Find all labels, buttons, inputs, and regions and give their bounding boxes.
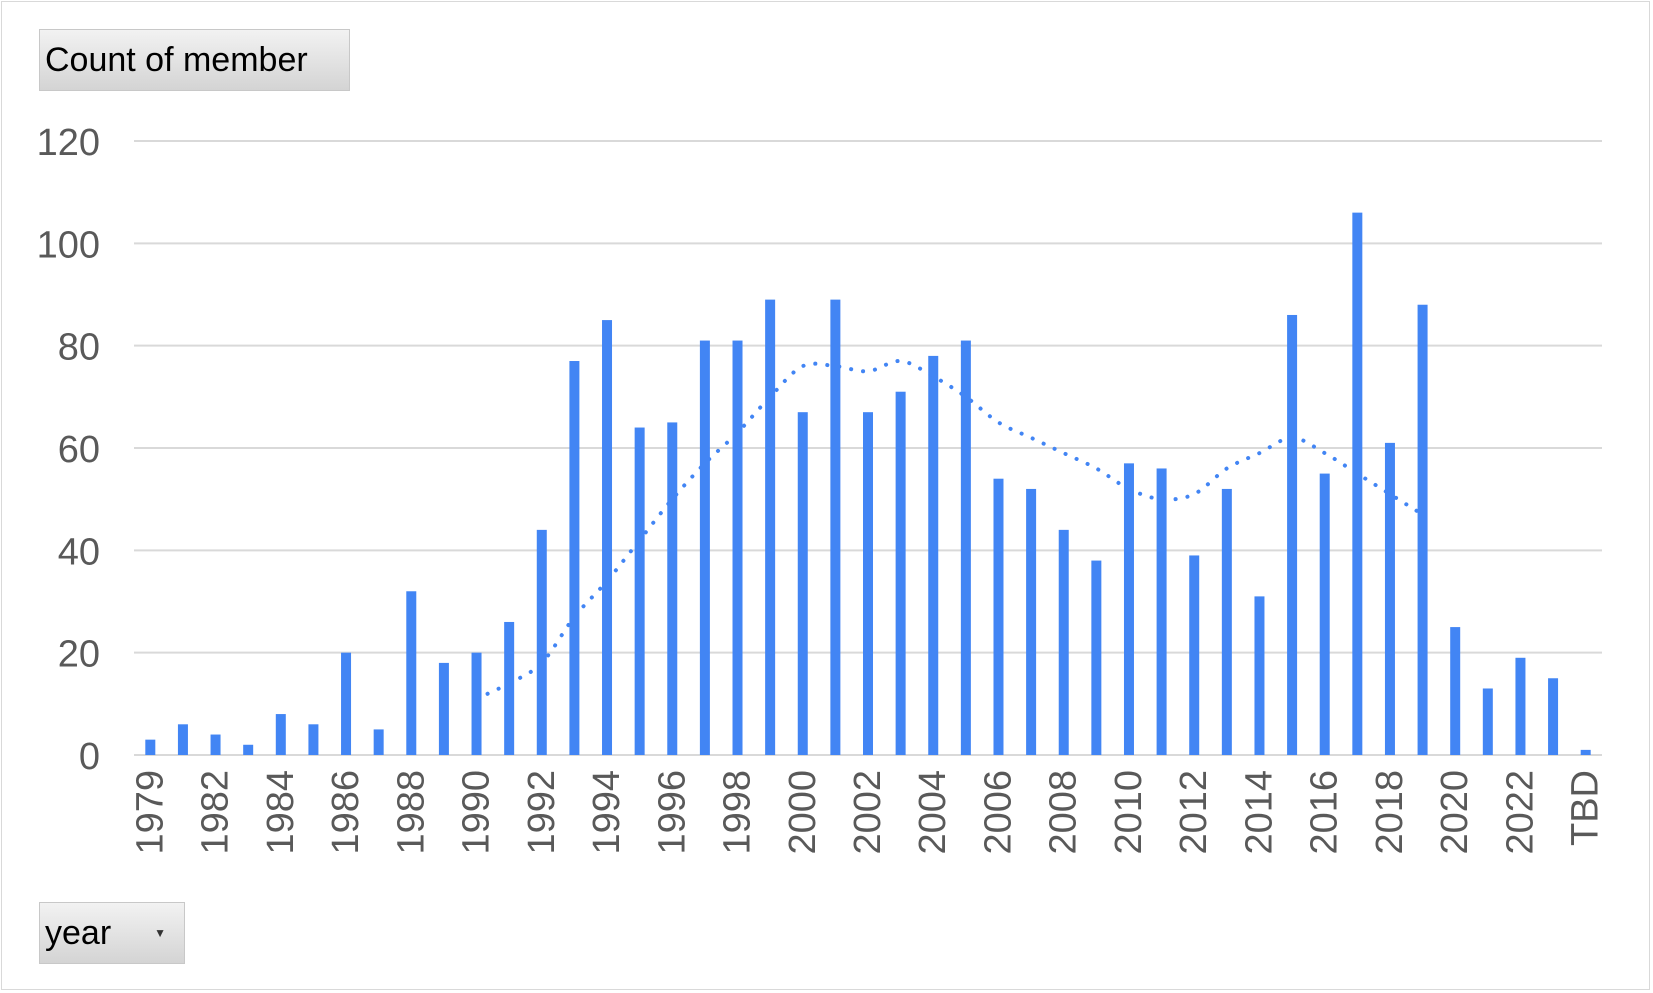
bar-2010[interactable] — [1123, 463, 1134, 755]
bar-2020[interactable] — [1450, 627, 1461, 755]
bar-1993[interactable] — [569, 361, 580, 755]
bar-2022[interactable] — [1515, 657, 1526, 755]
bar-1984[interactable] — [275, 714, 286, 755]
dropdown-arrow-icon[interactable]: ▼ — [154, 926, 166, 940]
bar-1988[interactable] — [406, 591, 417, 755]
x-tick-label: 2008 — [1043, 770, 1085, 855]
bar-2015[interactable] — [1287, 314, 1298, 755]
x-tick-label: 1996 — [651, 770, 693, 855]
bar-2002[interactable] — [863, 412, 873, 755]
y-tick-label: 60 — [58, 429, 100, 471]
x-tick-label: 1984 — [260, 770, 302, 855]
bar-1995[interactable] — [634, 427, 645, 755]
bar-1994[interactable] — [602, 320, 613, 755]
x-tick-label: 2000 — [782, 770, 824, 855]
y-tick-label: 40 — [58, 531, 100, 573]
x-tick-label: 1992 — [521, 770, 563, 855]
x-tick-label: 2014 — [1238, 770, 1280, 855]
bar-1986[interactable] — [341, 652, 352, 755]
trendline — [474, 359, 1425, 701]
bar-2004[interactable] — [928, 355, 939, 755]
value-field-label: Count of member — [45, 40, 308, 79]
bar-2001[interactable] — [830, 299, 841, 755]
bar-2007[interactable] — [1026, 488, 1037, 755]
bar-2023[interactable] — [1548, 678, 1559, 755]
bar-TBD[interactable] — [1580, 749, 1591, 755]
y-tick-label: 80 — [58, 327, 100, 369]
x-tick-label: 2010 — [1108, 770, 1150, 855]
bar-2016[interactable] — [1319, 473, 1330, 755]
x-tick-label: 2012 — [1173, 770, 1215, 855]
bar-1989[interactable] — [438, 662, 449, 755]
bar-2021[interactable] — [1482, 688, 1493, 755]
x-tick-label: 2006 — [977, 770, 1019, 855]
value-field-button[interactable]: Count of member — [39, 29, 350, 91]
bar-2019[interactable] — [1417, 304, 1428, 755]
bar-2005[interactable] — [960, 340, 971, 755]
y-tick-label: 0 — [79, 736, 100, 778]
bar-2003[interactable] — [895, 391, 906, 755]
bar-1997[interactable] — [699, 340, 710, 755]
bar-2011[interactable] — [1156, 468, 1167, 755]
bar-1992[interactable] — [536, 529, 547, 755]
bar-1979[interactable] — [145, 739, 156, 755]
bar-1981[interactable] — [177, 724, 188, 755]
y-axis-tick-labels: 0 20 40 60 80 100 120 — [37, 122, 100, 778]
x-tick-label: 2004 — [912, 770, 954, 855]
bar-2008[interactable] — [1058, 529, 1069, 755]
x-tick-label: 1994 — [586, 770, 628, 855]
axis-field-button[interactable]: year ▼ — [39, 902, 185, 964]
x-tick-label: 2022 — [1499, 770, 1541, 855]
axis-field-label: year — [45, 913, 112, 952]
x-tick-label: 1998 — [717, 770, 759, 855]
x-tick-label: 1988 — [390, 770, 432, 855]
bar-1991[interactable] — [504, 621, 515, 755]
moving-average-trendline — [474, 359, 1425, 701]
y-tick-label: 20 — [58, 634, 100, 676]
bar-1982[interactable] — [210, 734, 221, 755]
x-tick-label: 1982 — [195, 770, 237, 855]
bar-2017[interactable] — [1352, 212, 1363, 756]
x-tick-label: 1990 — [456, 770, 498, 855]
x-tick-label: 1979 — [129, 770, 171, 855]
bar-1983[interactable] — [243, 744, 254, 755]
bar-1990[interactable] — [471, 652, 482, 755]
bar-2006[interactable] — [993, 478, 1004, 755]
x-tick-label: 2002 — [847, 770, 889, 855]
bar-1998[interactable] — [732, 340, 743, 755]
x-tick-label: 2016 — [1304, 770, 1346, 855]
bar-2000[interactable] — [797, 412, 808, 755]
x-tick-label: 1986 — [325, 770, 367, 855]
x-tick-label: 2018 — [1369, 770, 1411, 855]
x-tick-label: 2020 — [1434, 770, 1476, 855]
x-axis-tick-labels: 1979 1982 1984 1986 1988 1990 1992 1994 1996 1998… — [129, 770, 1606, 855]
bar-1999[interactable] — [765, 299, 776, 755]
y-tick-label: 100 — [37, 224, 100, 266]
bar-2018[interactable] — [1384, 442, 1395, 755]
bar-2014[interactable] — [1254, 596, 1265, 755]
bars — [145, 212, 1591, 756]
bar-2012[interactable] — [1189, 555, 1200, 755]
x-tick-label: TBD — [1565, 770, 1607, 846]
bar-1985[interactable] — [308, 724, 319, 755]
y-tick-label: 120 — [37, 122, 100, 164]
bar-1987[interactable] — [373, 729, 384, 755]
bar-1996[interactable] — [667, 422, 678, 755]
bar-2013[interactable] — [1221, 488, 1232, 755]
bar-2009[interactable] — [1091, 560, 1102, 755]
